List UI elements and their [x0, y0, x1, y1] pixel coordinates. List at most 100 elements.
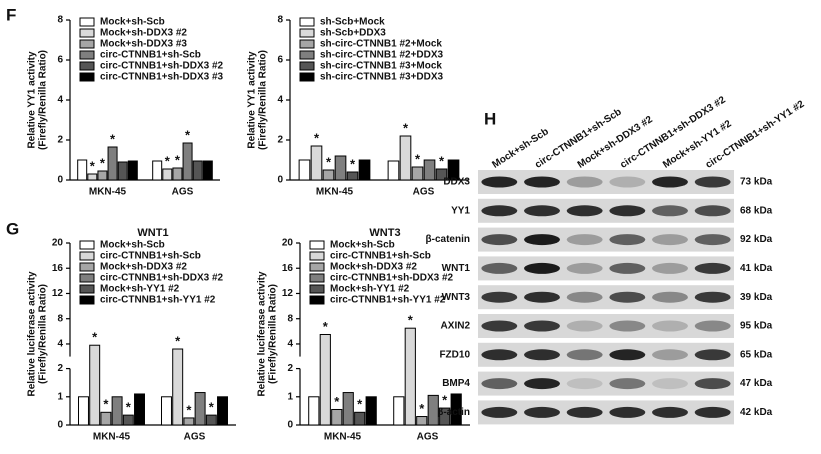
lane-label: Mock+sh-DDX3 #2	[576, 114, 655, 171]
blot-band	[566, 349, 603, 361]
legend-swatch	[79, 72, 95, 82]
blot-band	[481, 406, 518, 418]
blot-strip	[478, 227, 734, 252]
blot-band	[566, 320, 603, 332]
panel-label: F	[6, 5, 16, 24]
legend-swatch	[79, 295, 95, 305]
legend-swatch	[79, 284, 95, 294]
bar	[358, 159, 371, 181]
legend-swatch	[79, 240, 95, 250]
legend-label: circ-CTNNB1+sh-Scb	[100, 251, 201, 262]
legend-label: Mock+sh-DDX3 #2	[330, 262, 417, 273]
blot-band	[524, 176, 560, 188]
bar	[404, 327, 416, 426]
protein-label: WNT3	[442, 292, 471, 303]
blot-band	[481, 234, 518, 246]
y-axis-label: Relative YY1 activity	[247, 51, 258, 149]
bar	[127, 160, 138, 181]
blot-band	[481, 349, 518, 361]
bar	[450, 393, 462, 426]
y-tick-label: 8	[57, 313, 63, 324]
bar	[322, 169, 335, 181]
bar	[399, 135, 412, 181]
protein-label: YY1	[451, 205, 470, 216]
significance-mark: *	[439, 153, 445, 168]
y-tick-label: 0	[277, 175, 283, 186]
significance-mark: *	[100, 155, 106, 170]
protein-label: FZD10	[439, 349, 470, 360]
legend-label: Mock+sh-YY1 #2	[100, 284, 180, 295]
blot-band	[694, 205, 731, 217]
blot-band	[566, 262, 603, 274]
blot-band	[609, 406, 646, 418]
bar	[122, 414, 134, 426]
significance-mark: *	[186, 402, 192, 417]
y-axis-label: (Firefly/Renilla Ratio)	[268, 284, 279, 384]
bar	[427, 394, 439, 426]
blot-band	[652, 205, 688, 217]
legend-label: sh-Scb+Mock	[320, 17, 385, 28]
bar	[194, 392, 206, 426]
significance-mark: *	[175, 152, 181, 167]
legend-swatch	[299, 39, 315, 49]
legend-label: Mock+sh-Scb	[100, 240, 165, 251]
legend-label: circ-CTNNB1+sh-Scb	[100, 50, 201, 61]
y-tick-label: 12	[52, 288, 64, 299]
y-tick-label: 0	[287, 420, 293, 431]
blot-band	[566, 205, 603, 217]
protein-label: BMP4	[442, 378, 470, 389]
bar	[416, 416, 428, 426]
blot-band	[652, 262, 688, 274]
legend-swatch	[79, 273, 95, 283]
x-tick-label: MKN-45	[89, 187, 127, 198]
blot-band	[694, 176, 731, 188]
legend-swatch	[299, 72, 315, 82]
blot-band	[524, 406, 560, 418]
bar	[387, 160, 400, 181]
significance-mark: *	[314, 130, 320, 145]
blot-band	[609, 234, 646, 246]
bar	[393, 396, 405, 426]
blot-band	[566, 378, 603, 390]
significance-mark: *	[103, 397, 109, 412]
significance-mark: *	[442, 393, 448, 408]
blot-band	[481, 320, 518, 332]
chart-title: WNT1	[137, 227, 168, 239]
bar	[439, 407, 451, 426]
y-tick-label: 4	[287, 339, 293, 350]
bar	[100, 411, 112, 426]
y-tick-label: 2	[277, 135, 283, 146]
y-tick-label: 8	[287, 313, 293, 324]
significance-mark: *	[326, 154, 332, 169]
bar	[411, 166, 424, 181]
size-label: 92 kDa	[740, 234, 773, 245]
significance-mark: *	[175, 333, 181, 348]
size-label: 73 kDa	[740, 177, 773, 188]
blot-strip	[478, 371, 734, 396]
y-tick-label: 6	[277, 55, 283, 66]
legend-label: circ-CTNNB1+sh-DDX3 #2	[330, 273, 454, 284]
blot-band	[524, 205, 560, 217]
bar	[319, 333, 331, 426]
protein-label: WNT1	[442, 263, 471, 274]
blot-band	[566, 176, 603, 188]
blot-strip	[478, 400, 734, 425]
y-tick-label: 4	[57, 339, 63, 350]
bar	[423, 159, 436, 181]
size-label: 47 kDa	[740, 378, 773, 389]
protein-label: DDX3	[443, 177, 470, 188]
legend-swatch	[309, 240, 325, 250]
bar	[202, 160, 213, 181]
blot-band	[609, 291, 646, 303]
legend-label: circ-CTNNB1+sh-DDX3 #2	[100, 273, 224, 284]
bar	[342, 392, 354, 426]
blot-band	[481, 176, 518, 188]
legend-label: sh-circ-CTNNB1 #2+Mock	[320, 39, 442, 50]
y-tick-label: 0	[57, 420, 63, 431]
legend-swatch	[79, 61, 95, 71]
legend-label: Mock+sh-DDX3 #3	[100, 39, 187, 50]
legend-swatch	[309, 273, 325, 283]
panel-label: H	[484, 109, 496, 128]
